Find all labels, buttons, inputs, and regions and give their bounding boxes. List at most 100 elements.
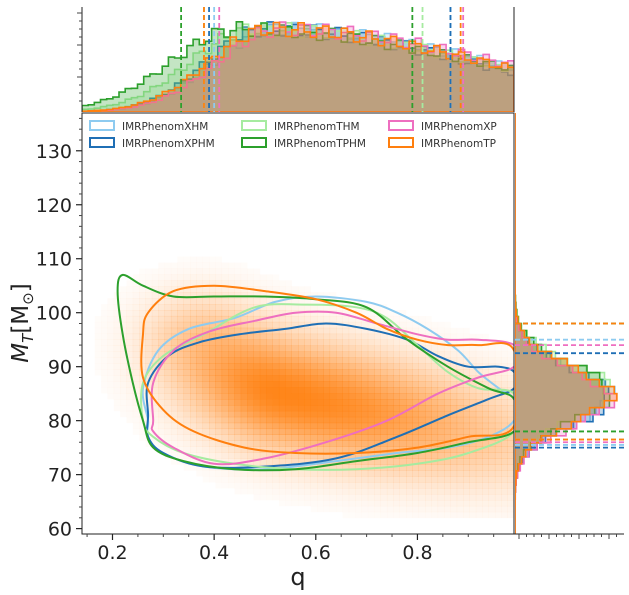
density-cell (145, 381, 153, 388)
density-cell (196, 292, 203, 299)
density-cell (399, 410, 407, 418)
density-cell (291, 387, 299, 394)
density-cell (285, 482, 292, 489)
density-cell (234, 315, 242, 323)
density-cell (183, 405, 191, 412)
density-cell (196, 405, 203, 412)
density-cell (380, 339, 388, 346)
density-cell (342, 357, 350, 364)
density-cell (183, 410, 191, 418)
density-cell (342, 387, 350, 394)
density-cell (101, 310, 108, 316)
density-cell (126, 411, 133, 417)
density-cell (221, 351, 229, 358)
density-cell (247, 482, 254, 489)
density-cell (266, 351, 273, 358)
legend-swatch (388, 137, 414, 148)
density-cell (272, 387, 280, 394)
density-cell (221, 422, 229, 430)
density-cell (234, 410, 242, 418)
density-cell (437, 339, 445, 346)
density-cell (323, 351, 331, 358)
density-cell (418, 511, 426, 519)
density-cell (444, 494, 451, 501)
density-cell (355, 416, 362, 424)
density-cell (209, 476, 216, 482)
density-cell (158, 351, 165, 358)
density-cell (367, 333, 375, 340)
density-cell (266, 286, 273, 293)
density-cell (253, 387, 261, 394)
density-cell (380, 458, 388, 465)
density-cell (247, 333, 254, 340)
density-cell (285, 327, 292, 335)
density-cell (151, 416, 159, 424)
density-cell (399, 434, 407, 441)
density-cell (418, 327, 426, 335)
density-cell (348, 333, 356, 340)
density-cell (425, 375, 432, 382)
density-cell (190, 268, 197, 275)
density-cell (164, 304, 172, 311)
density-cell (412, 452, 419, 459)
density-cell (323, 446, 331, 453)
density-cell (494, 458, 502, 465)
density-cell (367, 315, 375, 323)
density-cell (437, 494, 445, 501)
density-cell (253, 292, 261, 299)
density-cell (399, 381, 407, 388)
density-cell (456, 416, 464, 424)
density-cell (228, 434, 235, 441)
density-cell (399, 505, 407, 513)
density-cell (298, 399, 305, 406)
density-cell (253, 470, 261, 477)
density-cell (170, 440, 178, 447)
density-cell (310, 345, 318, 352)
density-cell (336, 345, 343, 352)
density-cell (247, 440, 254, 447)
density-cell (164, 434, 172, 441)
density-cell (501, 351, 508, 358)
density-cell (507, 434, 514, 441)
density-cell (386, 345, 394, 352)
density-cell (247, 310, 254, 317)
density-cell (234, 310, 242, 317)
density-cell (291, 458, 299, 465)
density-cell (450, 357, 458, 364)
density-cell (336, 351, 343, 358)
density-cell (406, 363, 413, 370)
density-cell (247, 315, 254, 323)
density-cell (190, 345, 197, 352)
density-cell (412, 482, 419, 489)
density-cell (202, 405, 210, 412)
density-cell (374, 381, 381, 388)
density-cell (469, 511, 477, 519)
density-cell (348, 428, 356, 435)
density-cell (431, 511, 439, 519)
density-cell (221, 363, 229, 370)
density-cell (247, 357, 254, 364)
density-cell (412, 458, 419, 465)
density-cell (151, 321, 159, 329)
y-tick-label: 60 (48, 519, 72, 541)
density-cell (494, 476, 502, 483)
density-cell (164, 375, 172, 382)
density-cell (438, 322, 445, 328)
density-cell (202, 333, 210, 340)
density-cell (437, 357, 445, 364)
q-marginal-histograms (82, 21, 514, 112)
density-cell (450, 363, 458, 370)
density-cell (494, 446, 502, 453)
density-cell (259, 339, 267, 346)
density-cell (494, 381, 502, 388)
density-cell (488, 452, 496, 459)
density-cell (437, 327, 445, 335)
density-cell (145, 286, 153, 293)
density-cell (228, 263, 235, 269)
density-cell (164, 381, 172, 388)
density-cell (177, 381, 184, 388)
density-cell (215, 315, 223, 323)
density-cell (209, 333, 216, 340)
density-cell (183, 321, 191, 329)
density-cell (361, 339, 369, 346)
